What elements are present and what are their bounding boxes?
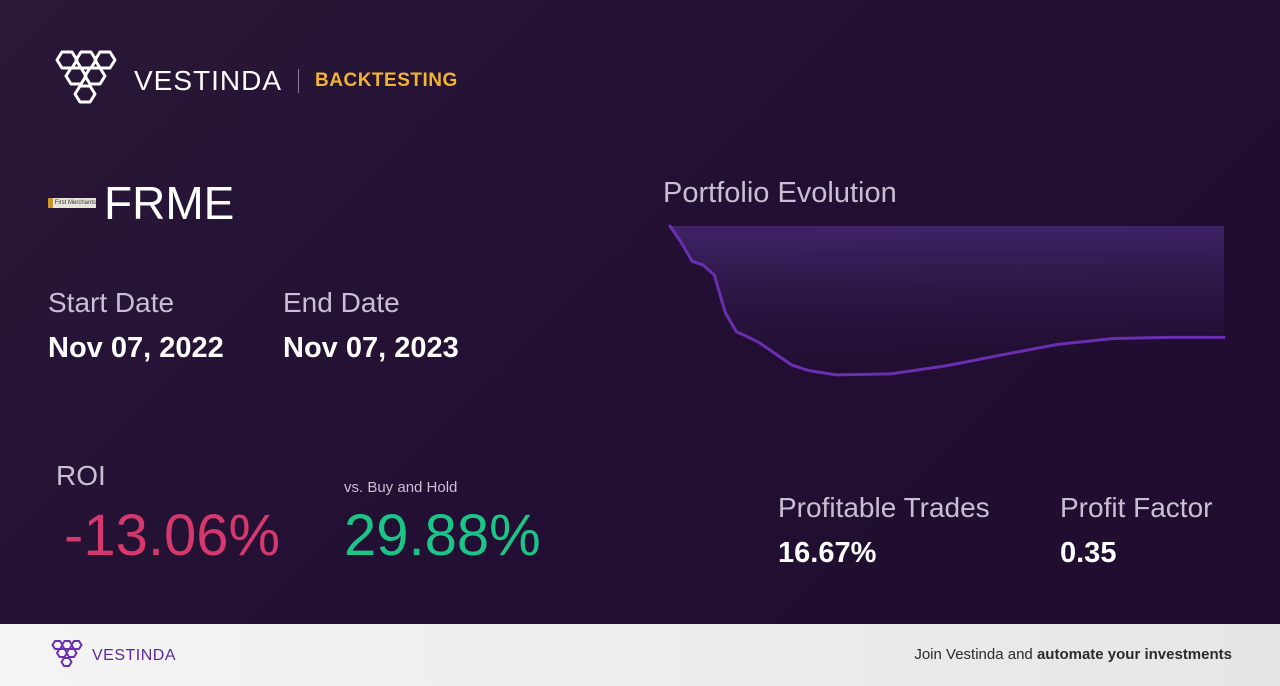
footer-brand: VESTINDA	[92, 646, 177, 664]
vestinda-logo-icon	[51, 640, 83, 667]
brand-name: VESTINDA	[134, 65, 283, 96]
portfolio-line	[668, 224, 1226, 377]
start-date-label: Start Date	[48, 287, 175, 318]
company-logo-mark	[48, 198, 53, 208]
end-date-label: End Date	[283, 287, 400, 318]
ticker-symbol: FRME	[104, 177, 235, 229]
section-tag: BACKTESTING	[315, 70, 458, 91]
chart-title: Portfolio Evolution	[663, 177, 897, 209]
footer-cta-prefix: Join Vestinda and	[914, 646, 1037, 663]
company-logo: First Merchants	[48, 198, 96, 208]
backtest-card: VESTINDA BACKTESTING First Merchants FRM…	[0, 0, 1280, 624]
footer-cta-link[interactable]: automate your investments	[1036, 646, 1232, 663]
header-divider	[298, 69, 300, 93]
profitable-trades-value: 16.67%	[778, 537, 877, 569]
footer-cta[interactable]: Join Vestinda and automate your investme…	[914, 646, 1232, 663]
buy-hold-value: 29.88%	[344, 503, 541, 568]
ticker-block: First Merchants FRME	[48, 176, 234, 230]
portfolio-area	[670, 226, 1224, 375]
roi-value: -13.06%	[64, 503, 281, 568]
portfolio-chart	[668, 224, 1226, 377]
footer-logo[interactable]: VESTINDA	[48, 639, 176, 672]
roi-label: ROI	[56, 460, 106, 491]
start-date-value: Nov 07, 2022	[48, 332, 224, 364]
profit-factor-label: Profit Factor	[1060, 492, 1213, 523]
profit-factor-value: 0.35	[1060, 537, 1117, 569]
buy-hold-label: vs. Buy and Hold	[344, 479, 458, 496]
footer: VESTINDA Join Vestinda and automate your…	[0, 624, 1280, 686]
end-date-value: Nov 07, 2023	[283, 332, 459, 364]
vestinda-logo-icon	[55, 50, 117, 104]
profitable-trades-label: Profitable Trades	[778, 492, 990, 523]
header-logo[interactable]: VESTINDA BACKTESTING	[48, 48, 458, 114]
company-logo-text: First Merchants	[54, 200, 96, 206]
